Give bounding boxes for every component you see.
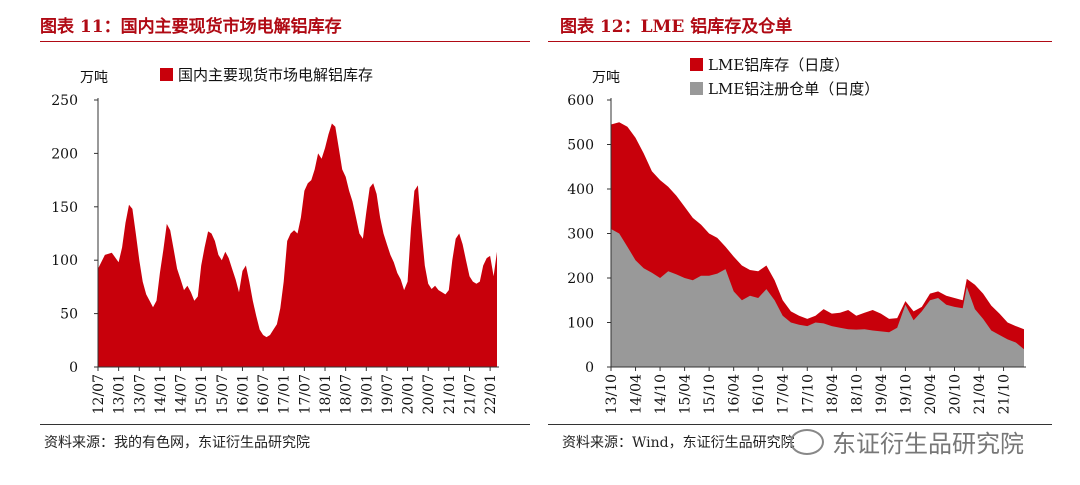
y-tick-label: 200 [567, 271, 594, 287]
x-tick-label: 18/10 [849, 374, 865, 414]
x-tick-label: 17/01 [277, 374, 293, 414]
x-tick-label: 19/07 [380, 374, 396, 414]
y-tick-label: 250 [51, 93, 78, 109]
watermark: 东证衍生品研究院 [790, 424, 1024, 459]
x-tick-label: 17/10 [800, 374, 816, 414]
series-area-2 [611, 229, 1024, 367]
x-tick-label: 21/04 [972, 374, 988, 414]
x-tick-label: 22/01 [483, 374, 499, 414]
x-tick-label: 21/01 [442, 374, 458, 414]
x-tick-label: 19/04 [874, 374, 890, 414]
watermark-text: 东证衍生品研究院 [832, 430, 1024, 458]
right-panel-title: 图表 12：LME 铝库存及仓单 [560, 17, 793, 37]
legend-swatch [690, 58, 703, 71]
x-tick-label: 18/04 [825, 374, 841, 414]
x-tick-label: 13/07 [132, 374, 148, 414]
wechat-logo-icon [790, 428, 824, 455]
legend-label: LME铝库存（日度） [708, 56, 849, 74]
left-source-rule [40, 424, 530, 425]
x-tick-label: 16/10 [751, 374, 767, 414]
x-tick-label: 18/01 [318, 374, 334, 414]
x-tick-label: 21/07 [462, 374, 478, 414]
x-tick-label: 14/10 [653, 374, 669, 414]
y-unit-label: 万吨 [592, 70, 620, 86]
y-tick-label: 50 [60, 307, 78, 323]
x-tick-label: 16/07 [256, 374, 272, 414]
y-tick-label: 300 [567, 227, 594, 243]
y-tick-label: 200 [51, 146, 78, 162]
y-tick-label: 100 [51, 253, 78, 269]
series-area-1 [98, 123, 497, 367]
x-tick-label: 15/04 [678, 374, 694, 414]
left-panel-title: 图表 11：国内主要现货市场电解铝库存 [40, 17, 342, 37]
y-tick-label: 150 [51, 200, 78, 216]
x-tick-label: 20/04 [923, 374, 939, 414]
x-tick-label: 19/10 [898, 374, 914, 414]
x-tick-label: 21/10 [997, 374, 1013, 414]
x-tick-label: 13/10 [604, 374, 620, 414]
x-tick-label: 17/04 [776, 374, 792, 414]
x-tick-label: 20/10 [947, 374, 963, 414]
x-tick-label: 16/01 [235, 374, 251, 414]
x-tick-label: 13/01 [112, 374, 128, 414]
x-tick-label: 15/07 [215, 374, 231, 414]
legend-swatch [160, 68, 173, 81]
x-tick-label: 14/07 [174, 374, 190, 414]
left-source: 资料来源：我的有色网，东证衍生品研究院 [44, 435, 310, 451]
x-tick-label: 17/07 [297, 374, 313, 414]
x-tick-label: 14/04 [629, 374, 645, 414]
right-source-rule [548, 424, 1052, 425]
y-tick-label: 500 [567, 138, 594, 154]
legend-label: 国内主要现货市场电解铝库存 [178, 66, 373, 84]
legend-swatch [690, 82, 703, 95]
x-tick-label: 14/01 [153, 374, 169, 414]
x-tick-label: 15/10 [702, 374, 718, 414]
x-tick-label: 18/07 [339, 374, 355, 414]
legend-label: LME铝注册仓单（日度） [708, 80, 879, 98]
x-tick-label: 16/04 [727, 374, 743, 414]
y-tick-label: 600 [567, 93, 594, 109]
right-source: 资料来源：Wind，东证衍生品研究院 [562, 435, 795, 451]
x-tick-label: 12/07 [91, 374, 107, 414]
y-tick-label: 100 [567, 316, 594, 332]
y-tick-label: 400 [567, 182, 594, 198]
x-tick-label: 20/07 [421, 374, 437, 414]
x-tick-label: 20/01 [401, 374, 417, 414]
right-title-rule [548, 41, 1052, 42]
x-tick-label: 19/01 [359, 374, 375, 414]
y-tick-label: 0 [585, 360, 594, 376]
left-title-rule [40, 41, 530, 42]
y-tick-label: 0 [69, 360, 78, 376]
x-tick-label: 15/01 [194, 374, 210, 414]
y-unit-label: 万吨 [80, 70, 108, 86]
